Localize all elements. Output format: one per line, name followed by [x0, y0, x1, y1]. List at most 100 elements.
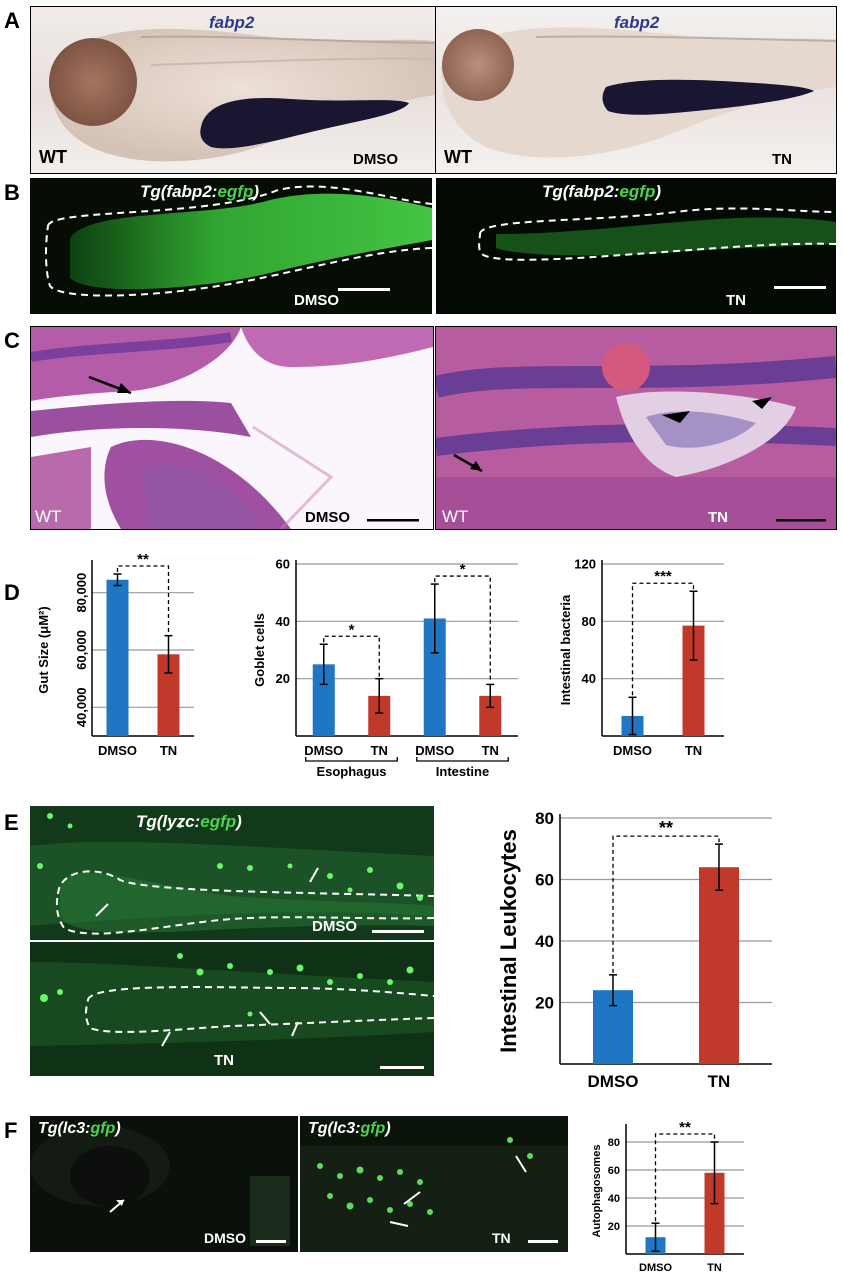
gene-label: fabp2 — [614, 13, 660, 32]
x-tick-label: DMSO — [415, 743, 454, 758]
chart-gut-size: 40,000 60,000 80,000 Gut Size (μM²) DMSO TN ** — [36, 551, 194, 758]
transgene-gene: egfp — [619, 182, 656, 201]
significance-label: ** — [679, 1119, 691, 1136]
fluorescence-image-tn — [300, 1137, 568, 1252]
significance-bracket — [654, 1133, 716, 1222]
x-tick-label: DMSO — [98, 743, 137, 758]
panel-f-right-image: Tg(lc3:gfp) TN — [300, 1116, 568, 1252]
transgene-suffix: ) — [655, 182, 661, 201]
panel-f-left-image: Tg(lc3:gfp) DMSO — [30, 1116, 298, 1252]
y-tick-label: 60 — [608, 1165, 620, 1177]
treatment-label: TN — [726, 292, 746, 309]
treatment-label: DMSO — [312, 918, 357, 935]
genotype-label: WT — [444, 147, 472, 167]
panel-c-right-image: WT TN — [435, 326, 837, 530]
panel-b-right-image: Tg(fabp2:egfp) TN — [436, 178, 836, 314]
y-tick-label: 80 — [608, 1137, 620, 1149]
chart-intestinal-bacteria: 40 80 120 Intestinal bacteria DMSO TN *** — [558, 557, 724, 758]
panel-label-c: C — [4, 328, 20, 353]
transgene-prefix: Tg(lyzc: — [136, 812, 201, 831]
y-axis-label: Intestinal Leukocytes — [496, 829, 521, 1053]
y-tick-label: 80 — [582, 614, 596, 629]
x-tick-label: TN — [707, 1262, 722, 1274]
y-tick-label: 40 — [608, 1193, 620, 1205]
treatment-label: DMSO — [204, 1230, 246, 1246]
treatment-label: TN — [708, 509, 728, 526]
larva-image-dmso — [49, 28, 435, 162]
transgene-label: Tg(lc3:gfp) — [308, 1120, 391, 1138]
fluorescence-image-dmso — [30, 1126, 290, 1246]
y-tick-label: 20 — [276, 671, 290, 686]
genotype-label: WT — [39, 147, 67, 167]
panel-e-top-image: Tg(lyzc:egfp) DMSO — [30, 806, 434, 940]
transgene-label: Tg(fabp2:egfp) — [140, 182, 259, 202]
treatment-label: DMSO — [353, 151, 398, 168]
transgene-suffix: ) — [385, 1120, 391, 1137]
y-tick-label: 40 — [535, 932, 554, 951]
panel-label-d: D — [4, 580, 20, 605]
y-tick-label: 60 — [535, 870, 554, 889]
y-tick-label: 40 — [582, 671, 596, 686]
treatment-label: DMSO — [305, 509, 350, 526]
transgene-suffix: ) — [253, 182, 259, 201]
x-tick-label: DMSO — [613, 743, 652, 758]
significance-label: *** — [654, 568, 672, 585]
larva-image-tn — [441, 27, 836, 158]
y-axis-label: Goblet cells — [252, 613, 267, 687]
transgene-prefix: Tg(fabp2: — [542, 182, 620, 201]
fluorescence-image-tn — [30, 942, 434, 1076]
group-label: Esophagus — [316, 764, 386, 779]
chart-goblet-cells: 20 40 60 Goblet cells DMSO TN DMSO TN * * Esophagu… — [252, 557, 518, 779]
transgene-prefix: Tg(lc3: — [38, 1120, 91, 1137]
group-label: Intestine — [436, 764, 489, 779]
y-tick-label: 40,000 — [74, 687, 89, 727]
panel-c-left-image: WT DMSO — [30, 326, 434, 530]
transgene-gene: gfp — [90, 1120, 116, 1137]
transgene-prefix: Tg(fabp2: — [140, 182, 218, 201]
bar-tn — [479, 695, 502, 736]
bar-tn — [157, 654, 180, 736]
transgene-gene: gfp — [360, 1120, 386, 1137]
y-tick-label: 60 — [276, 557, 290, 572]
x-tick-label: DMSO — [588, 1072, 639, 1091]
significance-label: ** — [137, 551, 149, 568]
histology-image-tn — [436, 327, 836, 529]
significance-label: * — [349, 621, 355, 638]
significance-bracket — [631, 582, 695, 696]
panel-label-b: B — [4, 180, 20, 205]
fluorescence-image-dmso — [45, 185, 432, 297]
panel-e-bottom-image: TN — [30, 942, 434, 1076]
transgene-suffix: ) — [236, 812, 242, 831]
group-bracket — [416, 757, 509, 762]
x-tick-label: TN — [160, 743, 177, 758]
x-tick-label: TN — [371, 743, 388, 758]
panel-b-left-image: Tg(fabp2:egfp) DMSO — [30, 178, 432, 314]
genotype-label: WT — [35, 507, 62, 526]
transgene-gene: egfp — [200, 812, 237, 831]
treatment-label: TN — [772, 151, 792, 168]
panel-label-e: E — [4, 810, 19, 835]
significance-bracket — [434, 575, 491, 683]
y-tick-label: 80 — [535, 809, 554, 828]
y-tick-label: 60,000 — [74, 630, 89, 670]
transgene-prefix: Tg(lc3: — [308, 1120, 361, 1137]
bar-dmso — [423, 618, 446, 736]
panel-a-left-image: fabp2 WT DMSO — [30, 6, 436, 174]
transgene-suffix: ) — [115, 1120, 121, 1137]
treatment-label: TN — [492, 1230, 511, 1246]
histology-image-dmso — [31, 327, 433, 529]
chart-autophagosomes: 20 40 60 80 Autophagosomes DMSO TN ** — [591, 1119, 744, 1274]
significance-label: ** — [659, 818, 673, 838]
panel-a-right-image: fabp2 WT TN — [435, 6, 837, 174]
x-tick-label: DMSO — [304, 743, 343, 758]
x-tick-label: TN — [685, 743, 702, 758]
bar-tn — [368, 695, 391, 736]
bar-dmso — [106, 579, 129, 736]
x-tick-label: TN — [482, 743, 499, 758]
fluorescence-image-tn — [478, 207, 836, 289]
genotype-label: WT — [442, 507, 469, 526]
fluorescence-image-dmso — [30, 806, 434, 940]
y-tick-label: 120 — [574, 557, 596, 572]
x-tick-label: TN — [708, 1072, 731, 1091]
significance-bracket — [612, 835, 720, 973]
